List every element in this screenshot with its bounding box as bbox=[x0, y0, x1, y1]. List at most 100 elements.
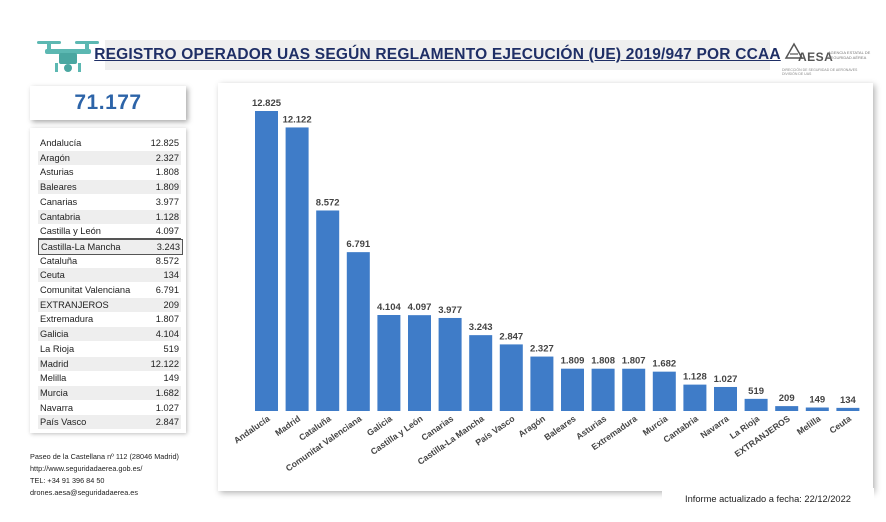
category-label-17: EXTRANJEROS bbox=[733, 413, 792, 459]
bar-5[interactable] bbox=[408, 315, 431, 411]
table-row-name: EXTRANJEROS bbox=[40, 299, 109, 310]
table-row-value: 3.977 bbox=[155, 196, 179, 207]
data-label-15: 1.027 bbox=[714, 374, 738, 385]
bar-16[interactable] bbox=[744, 398, 768, 411]
table-row-name: Ceuta bbox=[40, 270, 65, 281]
data-label-11: 1.808 bbox=[591, 356, 615, 367]
table-row: Aragón 2.327 bbox=[38, 150, 181, 165]
bar-17[interactable] bbox=[775, 406, 799, 411]
contact-web[interactable]: http://www.seguridadaerea.gob.es/ bbox=[30, 464, 143, 473]
table-row-name: La Rioja bbox=[40, 343, 75, 354]
table-row-name: Aragón bbox=[40, 152, 70, 163]
category-label-5: Castilla y León bbox=[369, 413, 425, 456]
table-row: Canarias 3.977 bbox=[38, 195, 181, 209]
table-row-value: 1.027 bbox=[155, 402, 179, 413]
ccaa-table: Andalucía 12.825 Aragón 2.327 Asturias 1.808 B… bbox=[30, 128, 186, 433]
bar-3[interactable] bbox=[346, 252, 370, 411]
bar-4[interactable] bbox=[377, 315, 401, 411]
total-value: 71.177 bbox=[74, 91, 142, 114]
table-row: Ceuta 134 bbox=[38, 268, 181, 283]
data-label-9: 2.327 bbox=[530, 344, 554, 355]
table-row: Cantabria 1.128 bbox=[38, 209, 181, 224]
table-row: Asturias 1.808 bbox=[38, 165, 181, 179]
table-row: Andalucía 12.825 bbox=[38, 136, 181, 150]
data-label-17: 209 bbox=[779, 393, 795, 404]
table-row: País Vasco 2.847 bbox=[38, 415, 181, 430]
bar-15[interactable] bbox=[714, 386, 737, 411]
bar-12[interactable] bbox=[622, 368, 646, 411]
table-row: Madrid 12.122 bbox=[38, 356, 181, 371]
data-label-6: 3.977 bbox=[438, 305, 462, 316]
table-row: EXTRANJEROS 209 bbox=[38, 297, 181, 312]
category-label-10: Baleares bbox=[542, 413, 578, 442]
bar-19[interactable] bbox=[836, 407, 860, 411]
table-row-value: 8.572 bbox=[155, 255, 179, 266]
aesa-logo-icon bbox=[784, 42, 804, 59]
table-row-name: Andalucía bbox=[40, 138, 82, 148]
data-label-1: 12.122 bbox=[283, 114, 312, 125]
table-row-value: 149 bbox=[163, 373, 179, 384]
table-row-name: Melilla bbox=[40, 373, 67, 384]
table-row-value: 12.825 bbox=[150, 138, 179, 148]
table-row-value: 134 bbox=[163, 270, 179, 281]
table-row-value: 1.128 bbox=[155, 211, 179, 222]
bar-13[interactable] bbox=[652, 371, 676, 411]
bar-1[interactable] bbox=[285, 127, 309, 411]
data-label-12: 1.807 bbox=[622, 356, 646, 367]
category-label-19: Ceuta bbox=[828, 413, 854, 435]
table-row-name: Canarias bbox=[40, 196, 78, 207]
aesa-logo-name: AESA bbox=[798, 50, 834, 64]
table-row-value: 4.104 bbox=[155, 329, 179, 340]
bar-18[interactable] bbox=[805, 407, 829, 411]
bar-chart: 12.825Andalucía12.122Madrid8.572Cataluña… bbox=[232, 98, 860, 473]
table-row-value: 519 bbox=[163, 343, 179, 354]
table-row-value: 12.122 bbox=[150, 358, 179, 369]
bar-7[interactable] bbox=[469, 335, 493, 411]
drone-icon bbox=[35, 38, 101, 76]
table-row-name: Castilla-La Mancha bbox=[41, 241, 121, 252]
title-banner: REGISTRO OPERADOR UAS SEGÚN REGLAMENTO E… bbox=[94, 40, 781, 70]
data-label-3: 6.791 bbox=[346, 239, 370, 250]
table-row-name: Asturias bbox=[40, 167, 74, 178]
category-label-15: Navarra bbox=[698, 413, 730, 440]
contact-email[interactable]: drones.aesa@seguridadaerea.es bbox=[30, 488, 139, 497]
data-label-19: 134 bbox=[840, 395, 857, 406]
table-row-value: 2.327 bbox=[155, 152, 179, 163]
bar-6[interactable] bbox=[438, 317, 462, 411]
table-row-value: 209 bbox=[163, 299, 179, 310]
data-label-18: 149 bbox=[809, 395, 825, 406]
table-row-name: País Vasco bbox=[40, 417, 87, 428]
data-label-7: 3.243 bbox=[469, 322, 493, 333]
total-card: 71.177 bbox=[30, 86, 186, 120]
footer-box: Informe actualizado a fecha: 22/12/2022 bbox=[662, 488, 874, 510]
page-title: REGISTRO OPERADOR UAS SEGÚN REGLAMENTO E… bbox=[94, 46, 781, 63]
table-row: Castilla y León 4.097 bbox=[38, 224, 181, 240]
bar-2[interactable] bbox=[316, 210, 340, 411]
table-row-name: Baleares bbox=[40, 182, 77, 193]
table-row-name: Galicia bbox=[40, 329, 69, 340]
table-row-value: 1.808 bbox=[155, 167, 179, 178]
bar-11[interactable] bbox=[591, 368, 615, 411]
table-row-value: 1.809 bbox=[155, 182, 179, 193]
table-row-name: Madrid bbox=[40, 358, 69, 369]
bar-8[interactable] bbox=[499, 344, 523, 411]
bar-9[interactable] bbox=[530, 356, 554, 411]
table-row-value: 2.847 bbox=[155, 417, 179, 428]
bar-14[interactable] bbox=[683, 384, 707, 411]
bar-chart-panel: 12.825 Andalucía 12.122 Madrid 8.572 Cataluña… bbox=[218, 83, 873, 491]
data-label-2: 8.572 bbox=[316, 197, 340, 208]
table-row: Melilla 149 bbox=[38, 371, 181, 385]
table-row-name: Comunitat Valenciana bbox=[40, 285, 131, 295]
table-row: La Rioja 519 bbox=[38, 342, 181, 356]
category-label-0: Andalucía bbox=[232, 413, 272, 445]
table-row: Navarra 1.027 bbox=[38, 401, 181, 415]
bar-0[interactable] bbox=[255, 111, 278, 411]
table-row-name: Navarra bbox=[40, 402, 74, 413]
table-row: Murcia 1.682 bbox=[38, 385, 181, 400]
bar-10[interactable] bbox=[561, 368, 584, 411]
contact-address: Paseo de la Castellana nº 112 (28046 Mad… bbox=[30, 452, 179, 461]
data-label-0: 12.825 bbox=[252, 98, 282, 109]
aesa-logo-tagline: AGENCIA ESTATAL DE SEGURIDAD AÉREA bbox=[828, 50, 871, 60]
table-row-name: Extremadura bbox=[40, 314, 94, 325]
table-row-value: 6.791 bbox=[155, 285, 179, 295]
